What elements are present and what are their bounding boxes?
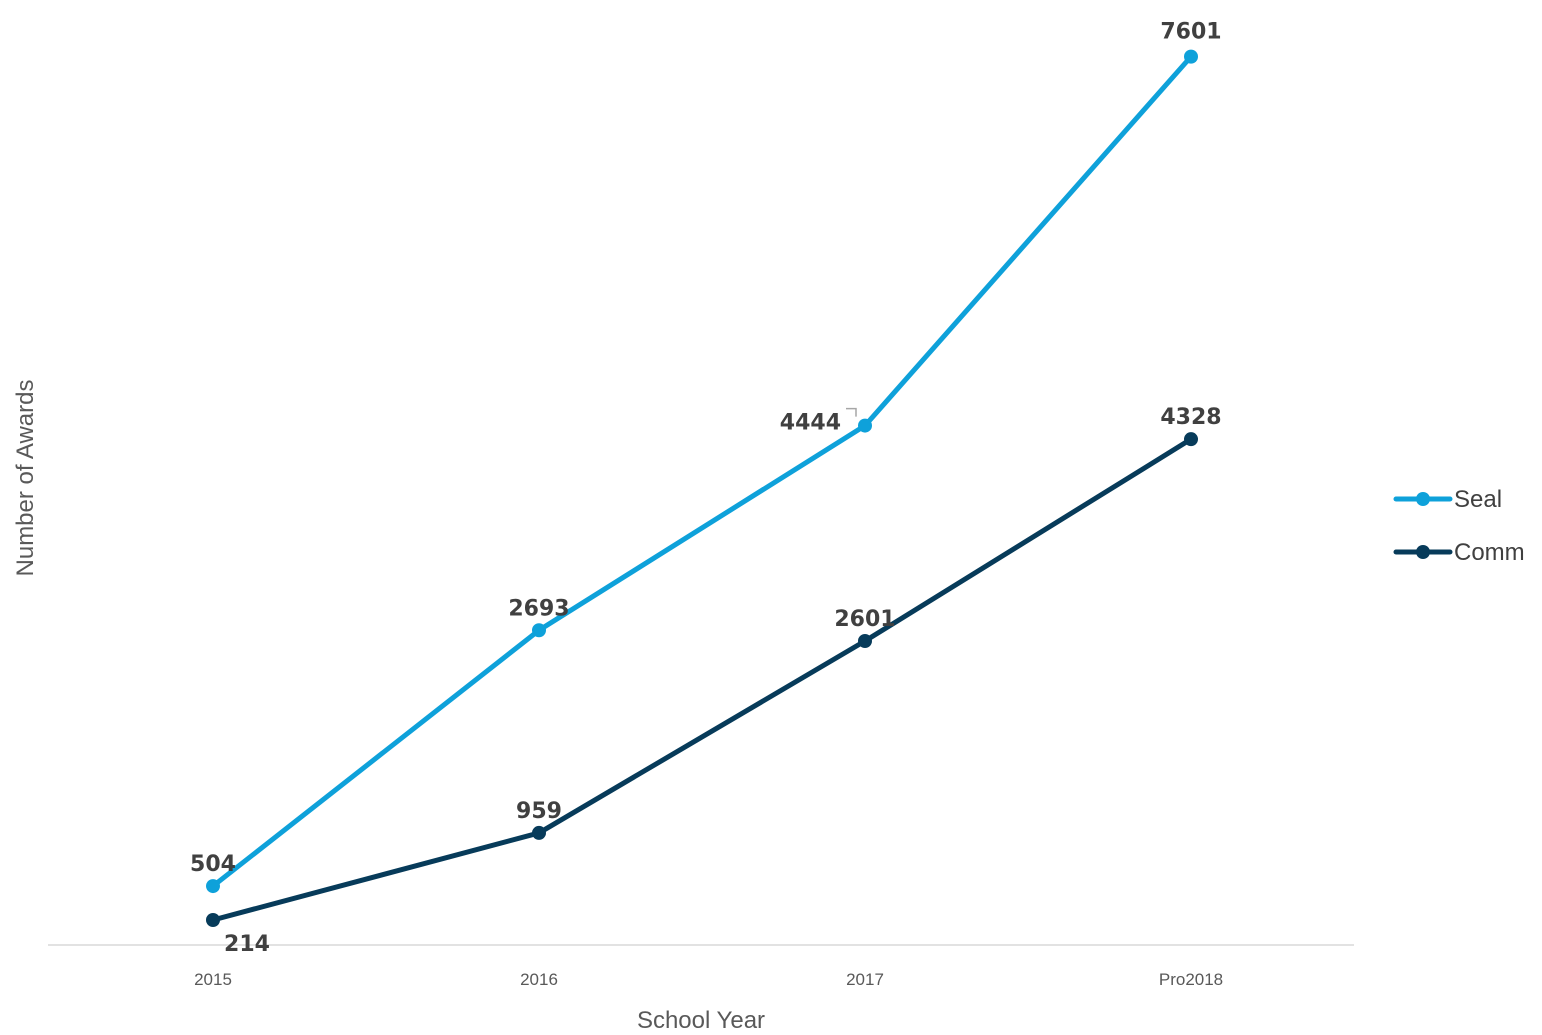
data-label-layer: 504 2693 4444 7601 214 959 2601 4328 xyxy=(190,20,1222,957)
series-layer xyxy=(206,49,1198,927)
legend-label-comm: Comm xyxy=(1454,539,1525,566)
data-label-comm: 2601 xyxy=(834,607,895,632)
x-tick-layer: 2015 2016 2017 Pro2018 xyxy=(194,970,1223,989)
data-point-comm xyxy=(206,912,220,927)
data-point-seal xyxy=(858,418,872,433)
legend-label-seal: Seal xyxy=(1454,486,1502,513)
series-line-comm xyxy=(210,436,1194,923)
y-axis-title: Number of Awards xyxy=(12,380,39,577)
data-point-comm xyxy=(858,634,872,649)
data-label-comm: 214 xyxy=(224,932,270,957)
x-tick-label: 2015 xyxy=(194,970,232,989)
data-label-seal: 4444 xyxy=(780,411,841,436)
data-label-comm: 959 xyxy=(516,799,562,824)
series-line-seal xyxy=(210,54,1194,889)
data-point-comm xyxy=(1184,432,1198,447)
x-tick-label: 2016 xyxy=(520,970,558,989)
data-point-seal xyxy=(206,879,220,894)
x-tick-label: 2017 xyxy=(846,970,884,989)
data-point-seal xyxy=(1184,49,1198,64)
legend: Seal Comm xyxy=(1393,486,1525,566)
data-point-seal xyxy=(532,623,546,638)
data-label-seal: 504 xyxy=(190,852,236,877)
data-point-comm xyxy=(532,825,546,840)
data-label-comm: 4328 xyxy=(1160,405,1221,430)
legend-marker-comm xyxy=(1416,545,1430,559)
x-tick-label: Pro2018 xyxy=(1159,970,1223,989)
data-label-seal: 7601 xyxy=(1160,20,1221,45)
data-label-seal: 2693 xyxy=(508,596,569,621)
leader-line xyxy=(846,407,857,417)
legend-marker-seal xyxy=(1416,492,1430,506)
x-axis-title: School Year xyxy=(637,1007,765,1034)
